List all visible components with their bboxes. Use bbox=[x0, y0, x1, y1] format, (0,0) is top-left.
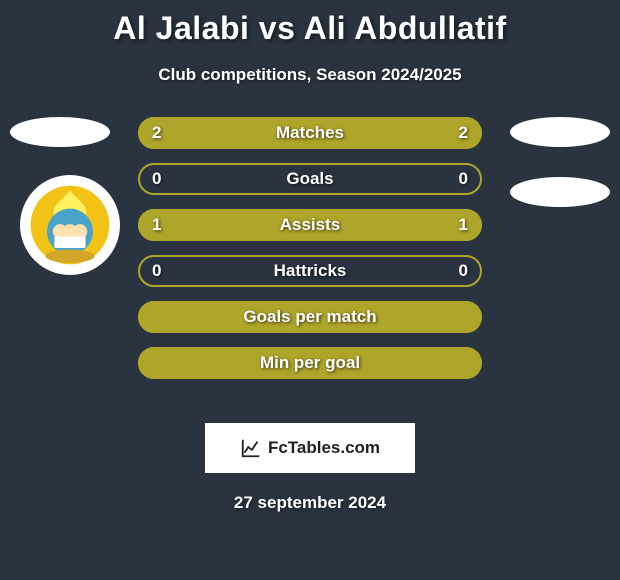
chart-icon bbox=[240, 437, 262, 459]
stat-bar: Goals per match bbox=[138, 301, 482, 333]
player1-flag bbox=[10, 117, 110, 147]
comparison-panel: 22Matches 00Goals 11Assists 00Hattricks Goal… bbox=[0, 117, 620, 417]
stat-label: Assists bbox=[138, 209, 482, 241]
stat-bar: 00Goals bbox=[138, 163, 482, 195]
stat-bar: 11Assists bbox=[138, 209, 482, 241]
stat-bars: 22Matches 00Goals 11Assists 00Hattricks Goal… bbox=[138, 117, 482, 393]
stat-label: Min per goal bbox=[138, 347, 482, 379]
club-badge-icon bbox=[29, 184, 111, 266]
watermark-text: FcTables.com bbox=[268, 438, 380, 458]
stat-bar: 00Hattricks bbox=[138, 255, 482, 287]
stat-bar: 22Matches bbox=[138, 117, 482, 149]
player2-flag-2 bbox=[510, 177, 610, 207]
watermark: FcTables.com bbox=[205, 423, 415, 473]
player2-flag-1 bbox=[510, 117, 610, 147]
stat-bar: Min per goal bbox=[138, 347, 482, 379]
date-label: 27 september 2024 bbox=[0, 493, 620, 513]
player1-club-badge bbox=[20, 175, 120, 275]
stat-label: Goals per match bbox=[138, 301, 482, 333]
page-title: Al Jalabi vs Ali Abdullatif bbox=[0, 0, 620, 47]
page-subtitle: Club competitions, Season 2024/2025 bbox=[0, 65, 620, 85]
stat-label: Goals bbox=[138, 163, 482, 195]
stat-label: Hattricks bbox=[138, 255, 482, 287]
stat-label: Matches bbox=[138, 117, 482, 149]
